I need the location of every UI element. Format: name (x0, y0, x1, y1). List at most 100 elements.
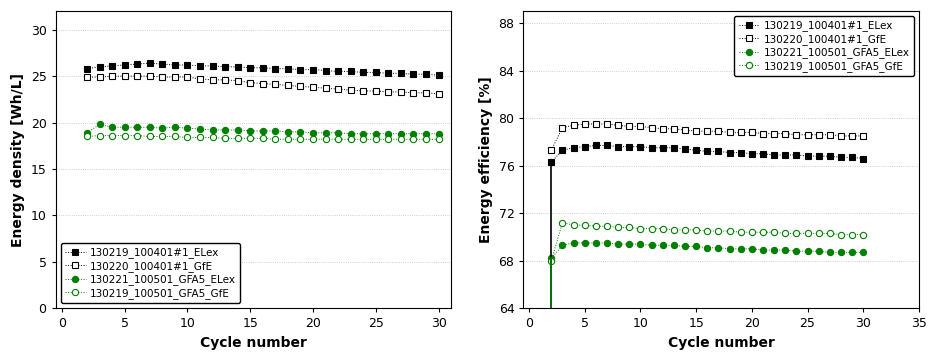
130221_100501_GFA5_ELex (157, 126, 168, 130)
130221_100501_GFA5_ELex (194, 127, 205, 131)
130219_100501_GFA5_GfE (295, 137, 306, 142)
130219_100401#1_ELex (791, 153, 802, 157)
130221_100501_GFA5_ELex (295, 130, 306, 134)
130219_100501_GFA5_GfE (825, 231, 836, 236)
130219_100401#1_ELex (779, 153, 791, 157)
130220_100401#1_GfE (836, 134, 847, 138)
130219_100401#1_ELex (269, 66, 280, 71)
130219_100401#1_ELex (408, 72, 419, 77)
130221_100501_GFA5_ELex (690, 244, 702, 249)
130219_100501_GFA5_GfE (131, 134, 143, 138)
130220_100401#1_GfE (433, 92, 445, 96)
130221_100501_GFA5_ELex (557, 243, 568, 248)
Line: 130219_100501_GFA5_GfE: 130219_100501_GFA5_GfE (83, 132, 442, 142)
130220_100401#1_GfE (601, 122, 613, 126)
130219_100401#1_ELex (371, 70, 382, 75)
130220_100401#1_GfE (668, 127, 679, 131)
Y-axis label: Energy density [Wh/L]: Energy density [Wh/L] (11, 73, 25, 247)
130219_100401#1_ELex (194, 64, 205, 68)
130220_100401#1_GfE (257, 81, 268, 86)
130220_100401#1_GfE (658, 127, 669, 131)
130221_100501_GFA5_ELex (702, 245, 713, 250)
130219_100501_GFA5_GfE (679, 228, 690, 232)
130219_100401#1_ELex (345, 69, 356, 74)
130219_100501_GFA5_GfE (194, 135, 205, 140)
130219_100401#1_ELex (157, 62, 168, 66)
130220_100401#1_GfE (295, 84, 306, 88)
Line: 130219_100401#1_ELex: 130219_100401#1_ELex (83, 60, 442, 78)
130219_100401#1_ELex (757, 152, 768, 156)
130219_100401#1_ELex (357, 70, 369, 75)
130220_100401#1_GfE (635, 124, 646, 129)
130219_100501_GFA5_GfE (408, 137, 419, 142)
130219_100401#1_ELex (245, 66, 256, 70)
Y-axis label: Energy efficiency [%]: Energy efficiency [%] (479, 76, 492, 243)
130220_100401#1_GfE (825, 132, 836, 137)
130219_100401#1_ELex (383, 71, 394, 75)
130219_100501_GFA5_GfE (320, 137, 331, 142)
130219_100501_GFA5_GfE (757, 230, 768, 234)
130219_100401#1_ELex (601, 143, 613, 148)
130219_100401#1_ELex (768, 153, 779, 157)
130219_100401#1_ELex (567, 145, 579, 150)
130219_100401#1_ELex (420, 72, 431, 77)
130221_100501_GFA5_ELex (345, 131, 356, 136)
130221_100501_GFA5_ELex (735, 247, 747, 251)
130220_100401#1_GfE (269, 82, 280, 87)
130219_100501_GFA5_GfE (144, 134, 156, 139)
130220_100401#1_GfE (82, 75, 93, 79)
130219_100501_GFA5_GfE (308, 137, 319, 142)
130221_100501_GFA5_ELex (207, 128, 219, 132)
Legend: 130219_100401#1_ELex, 130220_100401#1_GfE, 130221_100501_GFA5_ELex, 130219_10050: 130219_100401#1_ELex, 130220_100401#1_Gf… (734, 16, 914, 76)
130221_100501_GFA5_ELex (757, 248, 768, 252)
130220_100401#1_GfE (624, 124, 635, 129)
130220_100401#1_GfE (791, 132, 802, 137)
130221_100501_GFA5_ELex (779, 248, 791, 252)
130219_100501_GFA5_GfE (668, 228, 679, 232)
Line: 130219_100501_GFA5_GfE: 130219_100501_GFA5_GfE (548, 219, 867, 264)
130220_100401#1_GfE (420, 91, 431, 95)
130221_100501_GFA5_ELex (768, 248, 779, 252)
130219_100501_GFA5_GfE (232, 136, 243, 140)
Line: 130219_100401#1_ELex: 130219_100401#1_ELex (548, 142, 867, 165)
130221_100501_GFA5_ELex (269, 129, 280, 133)
130221_100501_GFA5_ELex (747, 247, 758, 251)
130219_100401#1_ELex (825, 154, 836, 158)
130220_100401#1_GfE (144, 74, 156, 78)
130219_100401#1_ELex (308, 68, 319, 72)
130221_100501_GFA5_ELex (257, 129, 268, 133)
130220_100401#1_GfE (724, 130, 735, 135)
130220_100401#1_GfE (94, 75, 105, 79)
130220_100401#1_GfE (713, 129, 724, 133)
130219_100401#1_ELex (557, 148, 568, 152)
130221_100501_GFA5_ELex (408, 131, 419, 136)
130219_100401#1_ELex (690, 148, 702, 152)
130221_100501_GFA5_ELex (357, 131, 369, 136)
130219_100501_GFA5_GfE (345, 137, 356, 142)
130220_100401#1_GfE (802, 132, 813, 137)
130220_100401#1_GfE (567, 123, 579, 127)
130219_100401#1_ELex (702, 149, 713, 153)
130221_100501_GFA5_ELex (320, 131, 331, 135)
130220_100401#1_GfE (357, 89, 369, 93)
130220_100401#1_GfE (579, 122, 590, 126)
130219_100501_GFA5_GfE (624, 225, 635, 230)
130221_100501_GFA5_ELex (825, 250, 836, 255)
130220_100401#1_GfE (371, 89, 382, 93)
130219_100501_GFA5_GfE (546, 258, 557, 263)
130220_100401#1_GfE (395, 90, 406, 94)
130219_100401#1_ELex (802, 154, 813, 158)
130220_100401#1_GfE (119, 74, 130, 78)
130221_100501_GFA5_ELex (332, 131, 343, 135)
130219_100501_GFA5_GfE (207, 135, 219, 140)
130219_100401#1_ELex (747, 152, 758, 156)
130219_100501_GFA5_GfE (724, 229, 735, 233)
130219_100401#1_ELex (282, 66, 294, 71)
130219_100401#1_ELex (232, 65, 243, 69)
130219_100501_GFA5_GfE (82, 134, 93, 139)
130221_100501_GFA5_ELex (658, 243, 669, 248)
130220_100401#1_GfE (857, 134, 869, 138)
130219_100401#1_ELex (82, 66, 93, 71)
130219_100501_GFA5_GfE (119, 134, 130, 138)
130220_100401#1_GfE (690, 129, 702, 133)
